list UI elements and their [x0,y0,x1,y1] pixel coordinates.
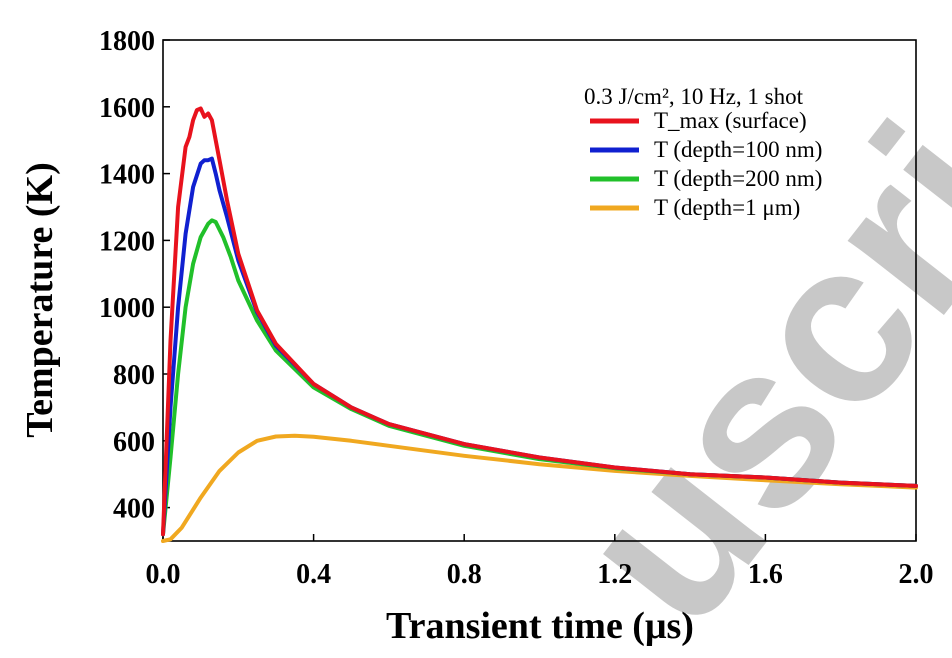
legend-label: T_max (surface) [654,108,807,133]
y-axis-title: Temperature (K) [19,162,61,437]
x-tick-label: 1.2 [597,559,632,590]
y-tick-label: 1600 [99,93,155,124]
y-tick-label: 1800 [99,26,155,57]
x-tick-label: 2.0 [899,559,934,590]
x-axis: 0.0 0.4 0.8 1.2 1.6 2.0 [146,534,934,590]
y-tick-label: 800 [113,360,155,391]
legend-label: T (depth=1 μm) [654,195,800,220]
legend-label: T (depth=200 nm) [654,166,822,191]
y-axis: 400 600 800 1000 1200 1400 1600 1800 [99,26,170,525]
y-tick-label: 1400 [99,160,155,191]
legend: 0.3 J/cm², 10 Hz, 1 shot T_max (surface)… [584,84,822,220]
y-tick-label: 400 [113,494,155,525]
plot-series [161,106,918,543]
legend-title: 0.3 J/cm², 10 Hz, 1 shot [584,84,804,109]
y-tick-label: 1200 [99,226,155,257]
x-tick-label: 0.8 [447,559,482,590]
x-axis-title: Transient time (μs) [386,605,694,647]
legend-label: T (depth=100 nm) [654,137,822,162]
plot-frame [162,39,917,542]
x-tick-label: 1.6 [748,559,783,590]
x-tick-label: 0.0 [146,559,181,590]
x-tick-label: 0.4 [296,559,331,590]
y-tick-label: 1000 [99,293,155,324]
series-line-0 [161,106,918,537]
y-tick-label: 600 [113,427,155,458]
